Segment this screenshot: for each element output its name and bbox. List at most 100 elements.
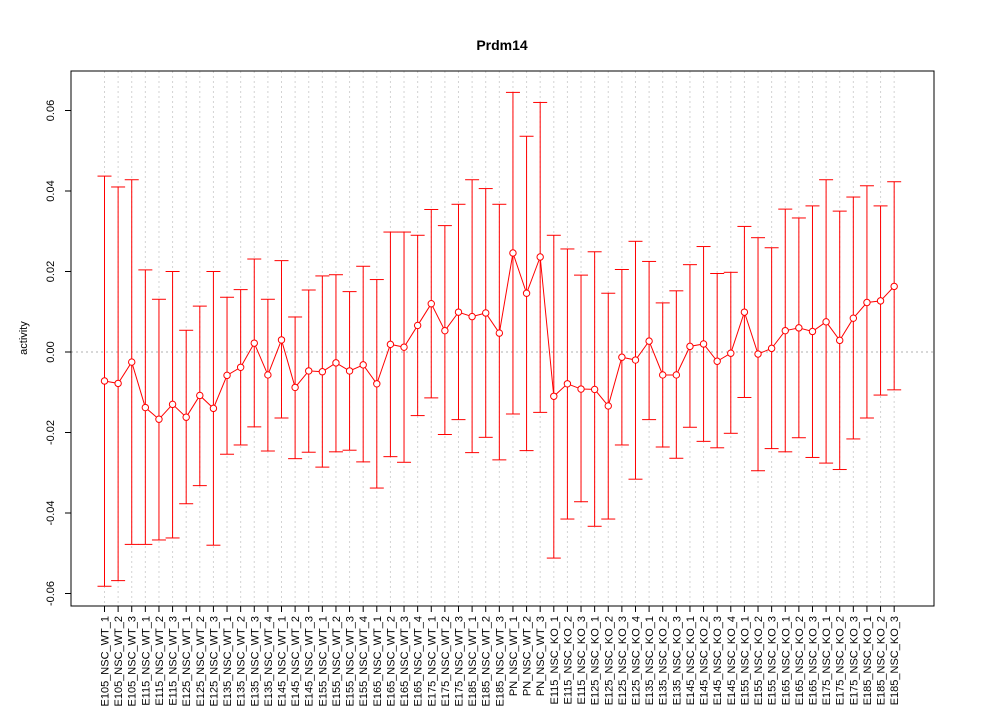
x-tick-label: E165_NSC_WT_4 — [413, 616, 425, 707]
x-tick-label: E115_NSC_KO_1 — [549, 616, 561, 704]
x-tick-label: E185_NSC_WT_2 — [481, 616, 493, 707]
x-tick-label: PN_NSC_WT_3 — [535, 616, 547, 696]
data-point — [659, 371, 667, 379]
x-tick-label: E155_NSC_WT_3 — [345, 616, 357, 707]
data-point — [577, 385, 585, 393]
data-point — [536, 253, 544, 261]
data-point — [264, 371, 272, 379]
x-tick-label: E165_NSC_WT_3 — [399, 616, 411, 707]
data-point — [114, 379, 122, 388]
x-tick-label: E135_NSC_KO_3 — [671, 616, 683, 705]
data-point — [563, 380, 572, 388]
x-tick-label: E155_NSC_KO_1 — [739, 616, 751, 705]
data-point — [836, 336, 844, 345]
x-tick-label: E155_NSC_WT_1 — [317, 616, 329, 707]
data-point — [876, 297, 885, 305]
plot-area — [70, 70, 935, 607]
y-axis-label: activity — [18, 321, 30, 355]
data-point — [808, 327, 817, 336]
data-point — [727, 349, 735, 357]
y-tick-label: 0.06 — [45, 100, 57, 121]
data-point — [209, 404, 218, 413]
x-tick-label: E135_NSC_WT_4 — [263, 616, 275, 707]
x-axis: E105_NSC_WT_1 E105_NSC_WT_2 E105_NSC_WT_3 E… — [100, 606, 901, 707]
data-point — [590, 385, 599, 394]
data-point — [849, 314, 858, 322]
x-tick-label: E135_NSC_WT_3 — [249, 616, 261, 707]
data-point — [386, 340, 395, 349]
x-tick-label: E125_NSC_WT_2 — [195, 616, 207, 707]
x-tick-label: E165_NSC_WT_1 — [372, 616, 384, 707]
data-point — [645, 337, 653, 345]
data-point — [672, 371, 681, 379]
y-tick-label: -0.06 — [45, 581, 57, 606]
x-tick-label: E185_NSC_WT_1 — [467, 616, 479, 707]
x-tick-label: E165_NSC_KO_1 — [780, 616, 792, 705]
x-tick-label: E185_NSC_WT_3 — [494, 616, 506, 707]
x-tick-label: E145_NSC_WT_3 — [304, 616, 316, 707]
y-tick-label: -0.04 — [45, 500, 57, 525]
data-point — [345, 367, 354, 375]
x-tick-label: E135_NSC_WT_2 — [236, 616, 248, 707]
x-tick-label: E105_NSC_WT_2 — [113, 616, 125, 707]
x-tick-label: E155_NSC_KO_2 — [753, 616, 765, 705]
data-point — [468, 312, 476, 321]
x-tick-label: E105_NSC_WT_1 — [100, 616, 112, 707]
data-point — [413, 321, 422, 330]
data-point — [427, 300, 435, 308]
data-point — [686, 342, 694, 351]
data-point — [291, 383, 299, 392]
data-point — [495, 329, 504, 337]
data-point — [236, 363, 245, 371]
data-point — [141, 403, 150, 412]
data-point — [332, 359, 340, 367]
x-tick-label: E185_NSC_KO_2 — [876, 616, 888, 705]
data-point — [100, 377, 109, 385]
x-tick-label: E115_NSC_KO_3 — [576, 616, 588, 704]
data-point — [196, 391, 204, 400]
data-point — [277, 336, 286, 344]
y-axis: -0.06 -0.04 -0.02 0.00 0.02 0.04 0.06 — [45, 100, 72, 606]
x-tick-label: E165_NSC_KO_2 — [794, 616, 806, 705]
x-tick-label: E175_NSC_KO_1 — [821, 616, 833, 705]
x-tick-label: E125_NSC_KO_1 — [590, 616, 602, 705]
x-tick-label: E115_NSC_WT_2 — [154, 616, 166, 706]
x-tick-label: E115_NSC_KO_2 — [562, 616, 574, 704]
data-point — [155, 415, 163, 423]
data-point — [713, 357, 721, 365]
data-point — [509, 249, 517, 257]
data-points — [100, 249, 898, 423]
x-tick-label: E125_NSC_KO_3 — [617, 616, 629, 705]
y-tick-label: 0.04 — [45, 180, 57, 201]
data-point — [441, 326, 449, 335]
x-tick-label: PN_NSC_WT_2 — [522, 616, 534, 696]
y-tick-label: 0.00 — [45, 341, 57, 362]
x-tick-label: E145_NSC_KO_3 — [712, 616, 724, 705]
x-tick-label: E155_NSC_WT_4 — [358, 616, 370, 707]
data-point — [168, 400, 177, 409]
x-tick-label: E135_NSC_WT_1 — [222, 616, 234, 707]
x-tick-label: E175_NSC_WT_2 — [440, 616, 452, 707]
data-point — [604, 402, 612, 410]
data-point — [767, 344, 776, 353]
x-tick-label: E145_NSC_KO_4 — [726, 616, 738, 705]
data-point — [740, 308, 749, 316]
data-point — [454, 308, 463, 316]
x-tick-label: PN_NSC_WT_1 — [508, 616, 520, 696]
x-tick-label: E165_NSC_WT_2 — [385, 616, 397, 707]
x-tick-label: E175_NSC_WT_1 — [426, 616, 438, 707]
x-tick-label: E125_NSC_KO_2 — [603, 616, 615, 705]
data-point — [482, 309, 490, 317]
x-tick-label: E105_NSC_WT_3 — [127, 616, 139, 707]
data-point — [522, 289, 531, 297]
data-point — [754, 350, 762, 358]
data-point — [223, 371, 231, 380]
data-point — [400, 343, 408, 351]
data-point — [795, 324, 803, 332]
data-point — [182, 413, 190, 421]
x-tick-label: E155_NSC_KO_3 — [767, 616, 779, 705]
x-tick-label: E125_NSC_WT_3 — [208, 616, 220, 707]
x-tick-label: E135_NSC_KO_2 — [658, 616, 670, 705]
x-tick-label: E185_NSC_KO_1 — [862, 616, 874, 705]
